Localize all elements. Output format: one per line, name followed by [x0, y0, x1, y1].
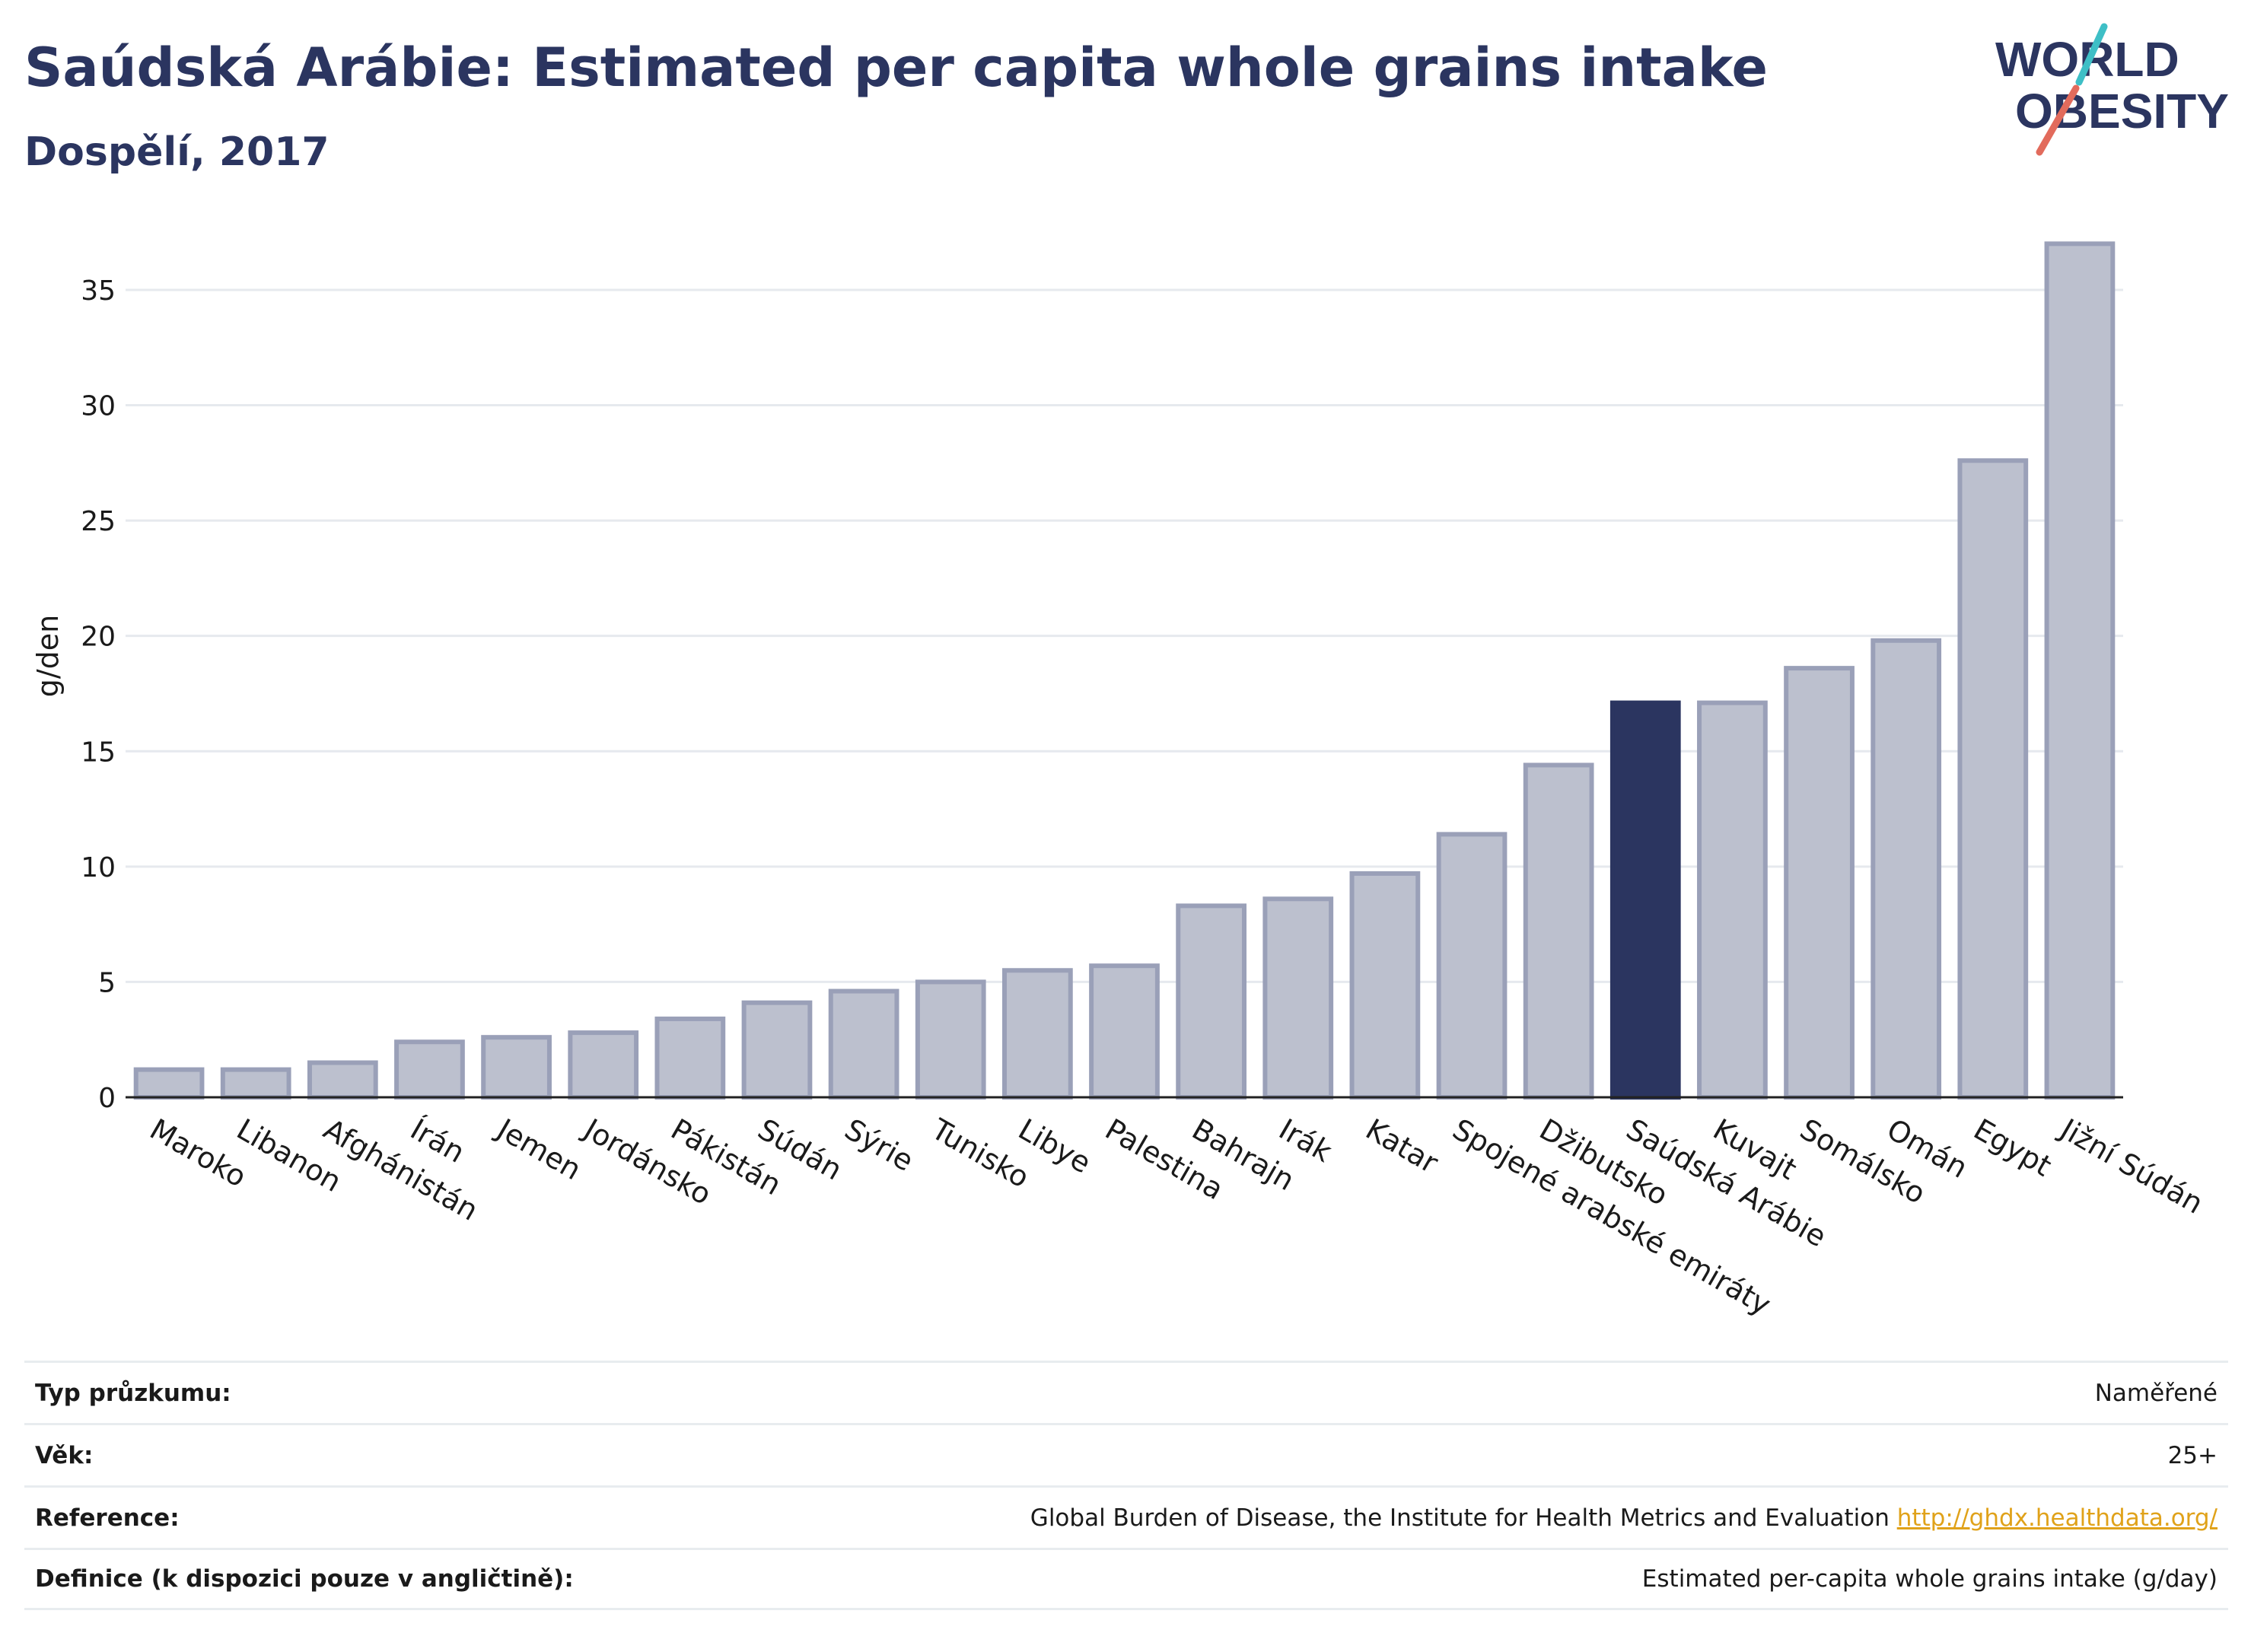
x-tick-label: Maroko — [145, 1112, 253, 1194]
meta-label: Věk: — [35, 1441, 94, 1469]
meta-label: Typ průzkumu: — [35, 1379, 231, 1407]
meta-row: Reference: Global Burden of Disease, the … — [24, 1485, 2228, 1548]
meta-value: Estimated per-capita whole grains intake… — [1642, 1565, 2218, 1593]
bar — [307, 1060, 378, 1100]
bar — [394, 1039, 465, 1100]
meta-value: Global Burden of Disease, the Institute … — [1030, 1504, 2218, 1532]
bar — [1871, 638, 1942, 1100]
bar — [568, 1030, 639, 1100]
meta-value: Naměřené — [2095, 1380, 2218, 1407]
bars — [133, 241, 2116, 1100]
meta-label: Reference: — [35, 1504, 180, 1532]
bar — [133, 1067, 205, 1100]
bar — [828, 988, 899, 1100]
bar — [1262, 896, 1334, 1100]
bar — [1784, 666, 1855, 1100]
bar — [1523, 762, 1594, 1100]
y-tick-label: 25 — [81, 506, 116, 537]
meta-row: Věk: 25+ — [24, 1423, 2228, 1485]
meta-row: Typ průzkumu: Naměřené — [24, 1361, 2228, 1423]
bar-chart: 05101520253035MarokoLibanonAfghánistánÍr… — [31, 241, 2209, 1322]
y-tick-label: 35 — [81, 275, 116, 307]
meta-value: 25+ — [2168, 1442, 2218, 1469]
bar — [220, 1067, 291, 1100]
y-axis-label: g/den — [31, 615, 65, 698]
x-tick-label: Jemen — [490, 1112, 587, 1187]
meta-value-text: Global Burden of Disease, the Institute … — [1030, 1504, 1890, 1532]
meta-value-text: Naměřené — [2094, 1379, 2218, 1407]
y-tick-label: 30 — [81, 391, 116, 422]
bar — [1089, 963, 1160, 1100]
bar-highlight — [1609, 700, 1681, 1100]
y-tick-label: 15 — [81, 737, 116, 768]
meta-value-text: 25+ — [2167, 1441, 2218, 1469]
y-tick-label: 0 — [98, 1083, 116, 1114]
chart-subtitle: Dospělí, 2017 — [24, 129, 330, 175]
meta-label: Definice (k dispozici pouze v angličtině… — [35, 1565, 574, 1593]
bar — [1436, 832, 1508, 1100]
y-tick-label: 5 — [98, 967, 116, 998]
bar — [741, 1000, 813, 1100]
bar — [481, 1035, 552, 1100]
world-obesity-logo: WORLD OBESITY — [1995, 23, 2229, 156]
y-tick-label: 10 — [81, 852, 116, 883]
bar — [1349, 871, 1421, 1100]
bar — [1002, 968, 1073, 1100]
bar — [1176, 903, 1246, 1100]
y-tick-label: 20 — [81, 622, 116, 653]
bar — [915, 979, 986, 1100]
bar — [1957, 458, 2029, 1100]
x-tick-label: Jižní Súdán — [2054, 1112, 2209, 1221]
chart-title: Saúdská Arábie: Estimated per capita who… — [24, 37, 1769, 99]
meta-row: Definice (k dispozici pouze v angličtině… — [24, 1548, 2228, 1610]
reference-link[interactable]: http://ghdx.healthdata.org/ — [1896, 1504, 2218, 1532]
bar — [1697, 700, 1768, 1100]
bar — [2044, 241, 2116, 1100]
meta-value-text: Estimated per-capita whole grains intake… — [1641, 1565, 2218, 1593]
logo-slash-teal — [2075, 23, 2108, 86]
x-tick-label: Egypt — [1968, 1112, 2057, 1183]
bar — [654, 1016, 726, 1100]
x-tick-label: Katar — [1360, 1112, 1444, 1180]
logo-slash-coral — [2036, 84, 2080, 156]
metadata-table: Typ průzkumu: Naměřené Věk: 25+ Reference: Gl… — [24, 1361, 2228, 1610]
x-tick-label: Sýrie — [839, 1112, 919, 1178]
x-tick-label: Tunisko — [925, 1112, 1035, 1195]
